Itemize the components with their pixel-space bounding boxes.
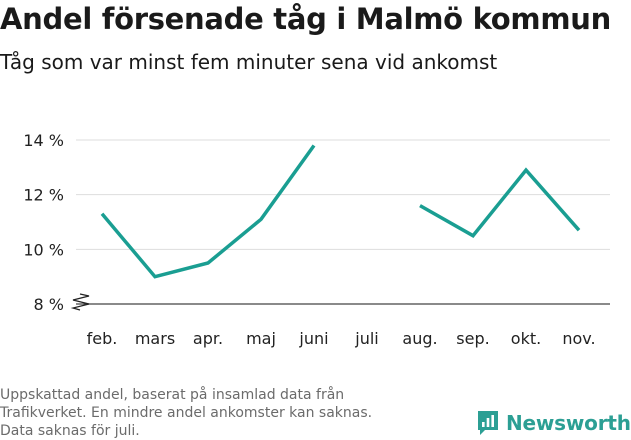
- x-tick-label: aug.: [402, 329, 437, 348]
- bar-chart-speech-bubble-icon: [478, 411, 498, 435]
- x-tick-label: maj: [246, 329, 276, 348]
- gridlines: [76, 139, 610, 305]
- y-tick-labels: 8 % 10 % 12 % 14 %: [23, 131, 64, 314]
- footnote: Uppskattad andel, baserat på insamlad da…: [0, 386, 440, 440]
- footnote-line: Uppskattad andel, baserat på insamlad da…: [0, 387, 345, 403]
- y-tick-label: 14 %: [23, 131, 64, 150]
- x-tick-label: nov.: [562, 329, 595, 348]
- brand-name: Newsworthy: [506, 411, 631, 435]
- x-tick-label: mars: [135, 329, 175, 348]
- series-lines: [100, 144, 581, 279]
- chart-title: Andel försenade tåg i Malmö kommun: [0, 2, 611, 36]
- x-tick-label: juni: [298, 329, 328, 348]
- series-line-segment: [100, 144, 316, 279]
- y-tick-label: 10 %: [23, 240, 64, 259]
- chart-subtitle: Tåg som var minst fem minuter sena vid a…: [0, 50, 498, 74]
- x-tick-label: feb.: [87, 329, 118, 348]
- brand-logo: Newsworthy: [476, 409, 631, 437]
- y-tick-label: 8 %: [34, 295, 64, 314]
- footnote-line: Trafikverket. En mindre andel ankomster …: [0, 405, 373, 421]
- series-line-segment: [419, 167, 581, 238]
- x-tick-label: sep.: [456, 329, 489, 348]
- footnote-line: Data saknas för juli.: [0, 423, 140, 439]
- x-tick-label: apr.: [193, 329, 223, 348]
- y-tick-label: 12 %: [23, 186, 64, 205]
- x-tick-labels: feb. mars apr. maj juni juli aug. sep. okt. nov.: [87, 329, 596, 348]
- x-tick-label: juli: [354, 329, 378, 348]
- x-tick-label: okt.: [511, 329, 541, 348]
- axis-break-icon: [70, 293, 90, 311]
